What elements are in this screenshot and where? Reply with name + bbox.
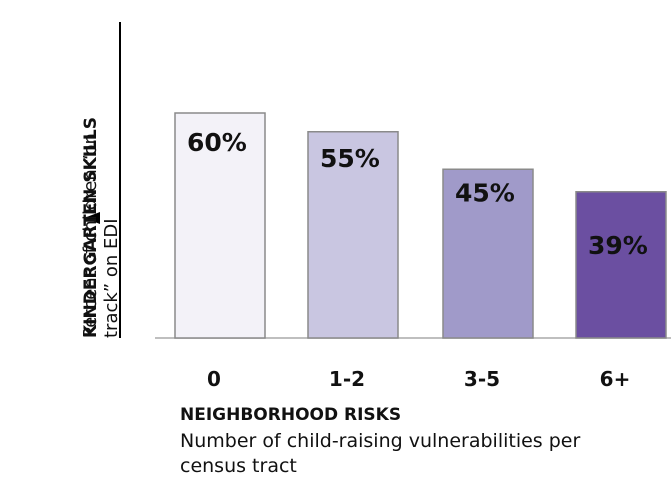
bar: [575, 191, 667, 339]
x-axis-subtitle: Number of child-raising vulnerabilities …: [180, 430, 580, 452]
data-label: 39%: [588, 231, 648, 260]
data-label: 55%: [320, 144, 380, 173]
data-label: 60%: [187, 128, 247, 157]
bar: [442, 168, 534, 339]
y-axis-subtitle: track” on EDI: [101, 218, 122, 338]
data-label: 45%: [455, 178, 515, 207]
x-tick-label: 6+: [600, 367, 631, 391]
x-tick-label: 3-5: [464, 367, 500, 391]
bar: [174, 112, 266, 339]
bar: [307, 131, 399, 339]
y-axis-subtitle: Percent of children “on: [80, 133, 101, 338]
x-tick-label: 0: [207, 367, 221, 391]
x-tick-label: 1-2: [329, 367, 365, 391]
y-axis-title: KINDERGARTEN SKILLS: [81, 117, 101, 338]
y-axis-arrow: [84, 212, 100, 224]
x-axis-subtitle: census tract: [180, 455, 297, 477]
x-axis-title: NEIGHBORHOOD RISKS: [180, 405, 401, 425]
